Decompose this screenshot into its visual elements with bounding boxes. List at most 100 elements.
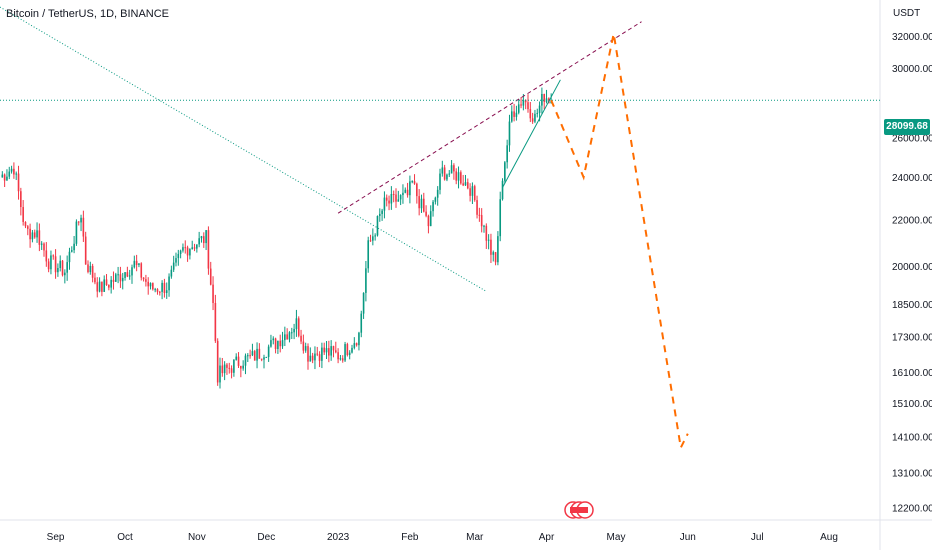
candle-body	[427, 215, 430, 227]
candle-body	[341, 358, 344, 361]
candle-body	[543, 93, 546, 102]
candle-body	[510, 111, 513, 122]
candle-body	[302, 341, 305, 351]
candle-body	[246, 355, 249, 357]
candle-body	[374, 235, 376, 237]
candle-body	[399, 195, 402, 200]
candle-body	[207, 230, 210, 269]
candle-body	[385, 197, 388, 201]
candle-body	[314, 353, 316, 361]
candle-body	[24, 221, 27, 227]
candle-body	[3, 174, 6, 181]
candle-body	[191, 247, 194, 250]
candle-body	[128, 275, 131, 277]
candle-body	[212, 284, 214, 303]
candle-body	[499, 199, 502, 237]
price-tick-label: 13100.00	[892, 469, 932, 480]
candle-body	[43, 243, 45, 251]
candle-body	[256, 348, 258, 361]
candle-body	[323, 347, 326, 353]
candle-body	[286, 334, 288, 340]
candle-body	[490, 239, 492, 255]
candle-body	[54, 256, 57, 273]
candle-body	[397, 199, 400, 202]
candle-body	[265, 356, 268, 358]
candle-body	[513, 111, 515, 117]
candle-body	[358, 332, 360, 346]
candle-body	[443, 167, 446, 180]
candle-body	[434, 197, 437, 202]
candle-body	[473, 186, 476, 201]
candle-body	[260, 358, 263, 360]
candle-body	[98, 281, 101, 292]
time-axis[interactable]: Sep Oct Nov Dec 2023 Feb Mar Apr May Jun Jul Aug	[47, 532, 838, 543]
candle-body	[223, 364, 226, 374]
price-axis[interactable]: 32000.00 30000.00 26000.00 24000.00 22000.00…	[892, 32, 932, 514]
candle-body	[425, 211, 427, 216]
candle-body	[378, 213, 381, 217]
rising-support-line	[502, 79, 561, 188]
candle-body	[140, 263, 143, 278]
candle-body	[179, 250, 182, 254]
candle-body	[328, 348, 330, 356]
candle-body	[233, 359, 235, 373]
candle-body	[182, 247, 184, 251]
logo-bar	[570, 507, 588, 513]
candle-body	[325, 348, 328, 353]
candle-body	[240, 365, 242, 369]
candle-body	[402, 192, 404, 196]
candle-body	[388, 200, 390, 204]
candle-body	[216, 340, 219, 383]
candle-body	[288, 332, 291, 340]
price-axis-unit: USDT	[893, 8, 921, 19]
candle-body	[121, 277, 124, 282]
candle-body	[422, 198, 425, 212]
candle-body	[184, 247, 187, 249]
candle-body	[536, 112, 539, 114]
candle-body	[10, 168, 13, 172]
price-tick-label: 18500.00	[892, 300, 932, 311]
candle-body	[418, 196, 420, 209]
time-tick-label: Apr	[539, 532, 555, 543]
candle-body	[351, 347, 353, 353]
candle-body	[94, 277, 96, 283]
candle-body	[411, 181, 414, 183]
candle-body	[170, 269, 173, 277]
candle-body	[392, 194, 395, 196]
price-tick-label: 14100.00	[892, 433, 932, 444]
candle-body	[80, 217, 82, 223]
candle-body	[466, 182, 469, 189]
candle-body	[33, 232, 36, 238]
candle-body	[531, 118, 534, 122]
candle-body	[205, 230, 207, 244]
candle-body	[158, 291, 161, 293]
projected-path	[550, 33, 689, 451]
candle-body	[272, 338, 275, 341]
candle-body	[404, 189, 407, 193]
candle-body	[307, 346, 309, 362]
candle-body	[61, 260, 64, 276]
candle-body	[17, 173, 20, 192]
candle-body	[290, 332, 293, 334]
candle-body	[492, 252, 495, 255]
candle-body	[172, 262, 175, 270]
candle-body	[89, 265, 92, 273]
candle-body	[126, 272, 129, 277]
candle-body	[186, 247, 189, 256]
candle-body	[196, 244, 198, 249]
candle-body	[362, 292, 365, 314]
tradingview-logo-icon[interactable]	[564, 501, 594, 519]
candle-body	[348, 352, 351, 356]
candle-body	[395, 194, 397, 202]
candle-body	[471, 186, 474, 196]
candle-body	[15, 173, 18, 175]
candle-body	[300, 335, 302, 342]
candle-body	[279, 340, 282, 347]
candle-body	[156, 289, 159, 292]
candle-body	[50, 255, 52, 270]
candle-body	[409, 181, 411, 196]
candle-body	[40, 243, 43, 245]
candle-body	[309, 355, 312, 362]
